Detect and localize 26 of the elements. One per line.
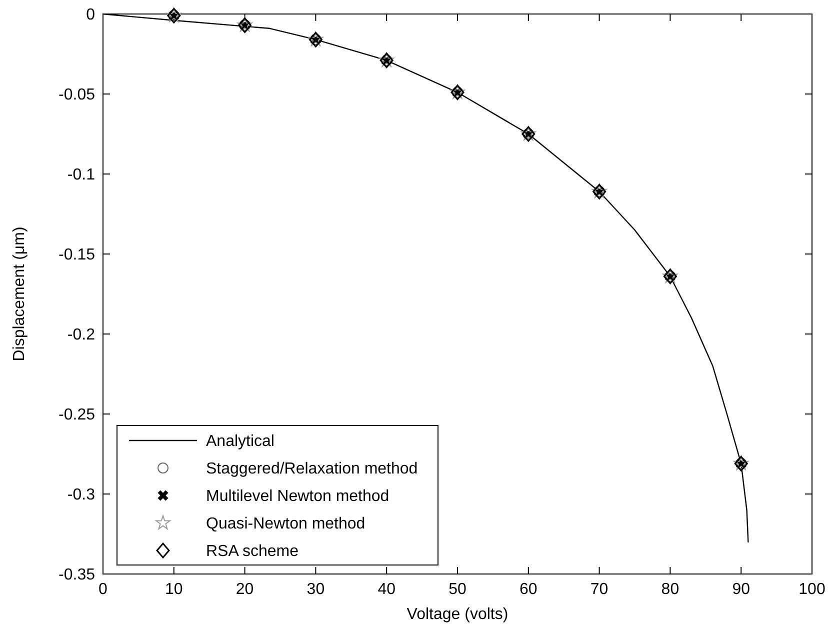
y-tick-label: -0.35 bbox=[58, 566, 96, 584]
x-tick-label: 40 bbox=[378, 581, 396, 598]
x-tick-label: 70 bbox=[590, 581, 608, 598]
x-tick-label: 20 bbox=[236, 581, 254, 598]
x-tick-label: 50 bbox=[448, 581, 466, 598]
x-tick-label: 30 bbox=[306, 581, 325, 598]
x-tick-label: 0 bbox=[98, 581, 108, 598]
x-axis-title: Voltage (volts) bbox=[406, 606, 508, 623]
y-tick-label: -0.3 bbox=[67, 486, 96, 504]
legend-label: Multilevel Newton method bbox=[206, 488, 390, 506]
y-tick-label: -0.25 bbox=[58, 406, 96, 424]
y-tick-label: -0.2 bbox=[67, 326, 96, 344]
y-tick-label: -0.1 bbox=[67, 166, 96, 184]
x-tick-label: 80 bbox=[661, 581, 680, 598]
y-axis-title: Displacement (μm) bbox=[11, 226, 28, 362]
legend-label: Analytical bbox=[206, 433, 274, 450]
y-tick-label: 0 bbox=[86, 6, 96, 24]
legend-label: RSA scheme bbox=[206, 543, 299, 560]
y-tick-label: -0.05 bbox=[58, 86, 96, 104]
x-tick-label: 10 bbox=[165, 581, 183, 598]
x-tick-label: 60 bbox=[520, 581, 538, 598]
legend-label: Staggered/Relaxation method bbox=[206, 460, 418, 478]
legend-label: Quasi-Newton method bbox=[206, 516, 366, 533]
x-tick-label: 100 bbox=[798, 581, 826, 598]
y-tick-label: -0.15 bbox=[58, 246, 96, 264]
x-tick-label: 90 bbox=[732, 581, 750, 598]
